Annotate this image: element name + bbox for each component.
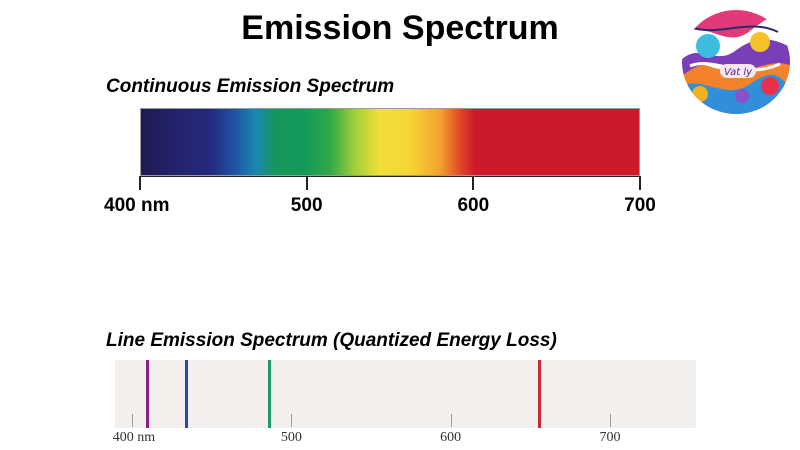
- line-tick-label: 700: [599, 430, 621, 445]
- continuous-spectrum-bar: [140, 108, 640, 176]
- line-spectrum-bar: [115, 360, 696, 428]
- spectral-line: [146, 360, 150, 428]
- line-tick-label: 500: [280, 430, 302, 445]
- continuous-tick-label: 700: [624, 195, 656, 216]
- line-tick-label: 400 nm: [112, 430, 156, 445]
- continuous-spectrum-title: Continuous Emission Spectrum: [106, 76, 395, 97]
- continuous-axis-line: [140, 176, 640, 177]
- line-spectrum-title: Line Emission Spectrum (Quantized Energy…: [106, 330, 557, 351]
- continuous-tick-label: 600: [457, 195, 490, 216]
- line-tick: [291, 414, 293, 427]
- continuous-tick: [472, 176, 475, 190]
- spectral-line: [267, 360, 271, 428]
- line-tick: [610, 414, 611, 427]
- continuous-tick: [139, 176, 141, 190]
- continuous-tick-label: 400 nm: [104, 195, 170, 216]
- spectral-line: [538, 360, 542, 428]
- vat-ly-logo: Vat ly: [682, 10, 790, 114]
- line-tick-label: 600: [440, 430, 462, 445]
- continuous-tick-label: 500: [290, 195, 323, 216]
- continuous-tick: [639, 176, 641, 190]
- line-tick: [450, 414, 452, 427]
- spectral-line: [184, 360, 188, 428]
- logo-text: Vat ly: [724, 67, 753, 78]
- line-tick: [132, 414, 133, 427]
- page-title: Emission Spectrum: [241, 9, 559, 47]
- continuous-tick: [305, 176, 308, 190]
